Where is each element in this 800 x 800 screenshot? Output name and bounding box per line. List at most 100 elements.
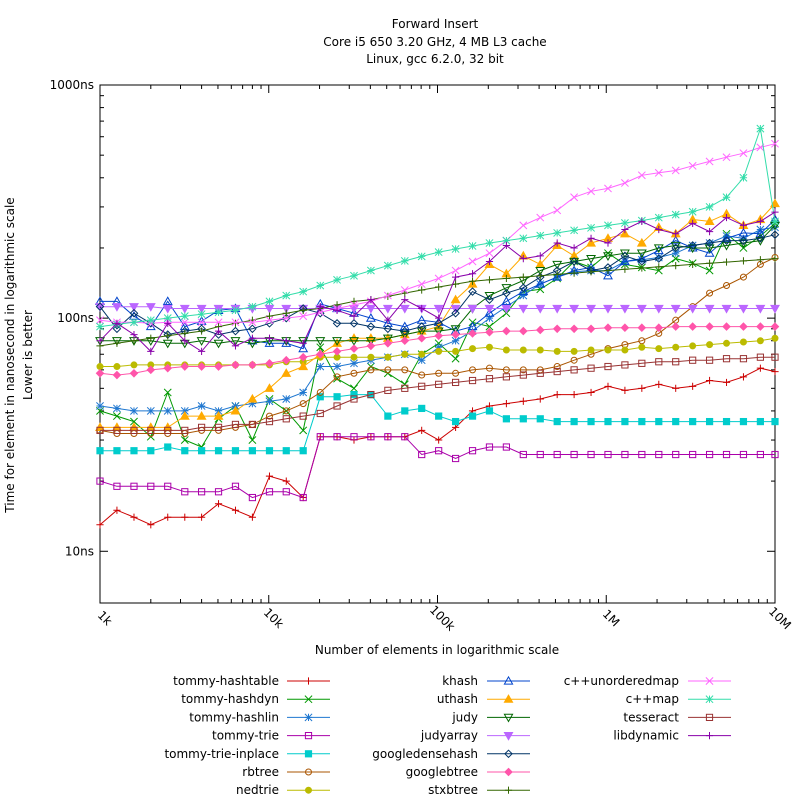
data-point — [502, 241, 510, 250]
data-point — [367, 353, 375, 361]
data-point — [519, 273, 527, 281]
data-point — [282, 477, 290, 485]
data-point — [468, 287, 477, 296]
data-point — [316, 303, 324, 311]
data-point — [367, 433, 375, 441]
data-point — [112, 404, 121, 413]
data-point — [604, 450, 612, 459]
legend-item: c++map — [626, 692, 731, 706]
data-point — [501, 296, 512, 305]
data-point — [604, 362, 612, 371]
data-point — [553, 228, 562, 237]
data-point — [450, 325, 461, 334]
legend-item: tommy-hashtable — [173, 674, 330, 688]
data-point — [365, 304, 376, 314]
data-point — [265, 359, 274, 368]
data-point — [722, 232, 731, 240]
data-point — [264, 304, 275, 314]
data-point — [468, 277, 477, 285]
data-point — [299, 306, 307, 314]
data-point — [771, 353, 779, 361]
data-point — [770, 322, 780, 331]
data-point — [197, 310, 206, 319]
data-point — [654, 266, 663, 275]
data-point — [705, 228, 714, 236]
data-point — [738, 304, 749, 314]
data-point — [248, 399, 257, 408]
data-point — [689, 219, 697, 227]
data-point — [231, 447, 240, 455]
data-point — [756, 417, 764, 426]
data-point — [604, 266, 612, 275]
data-point — [621, 225, 629, 234]
series-googlebtree — [95, 322, 780, 380]
data-point — [536, 369, 544, 377]
y-tick-label: 100ns — [57, 311, 94, 325]
data-point — [468, 329, 477, 338]
data-point — [113, 506, 121, 514]
data-point — [96, 426, 104, 434]
data-point — [739, 257, 748, 265]
data-point — [654, 213, 663, 222]
data-point — [672, 358, 680, 366]
data-point — [367, 296, 375, 304]
data-point — [417, 280, 426, 289]
data-point — [553, 450, 561, 459]
data-point — [638, 337, 646, 345]
data-point — [519, 346, 527, 354]
data-point — [739, 221, 748, 229]
data-point — [502, 274, 510, 283]
data-point — [468, 412, 477, 420]
data-point — [705, 356, 714, 364]
data-point — [689, 450, 697, 459]
legend-label: libdynamic — [613, 729, 679, 743]
data-point — [620, 219, 629, 227]
data-point — [196, 410, 207, 420]
data-point — [434, 343, 443, 352]
data-point — [231, 360, 240, 370]
legend-label: c++unorderedmap — [564, 674, 679, 688]
series-line — [99, 257, 776, 434]
data-point — [689, 382, 697, 390]
data-point — [756, 450, 764, 459]
data-point — [281, 368, 292, 377]
data-point — [333, 362, 342, 371]
data-point — [265, 312, 274, 320]
data-point — [333, 306, 341, 314]
data-point — [130, 426, 138, 434]
data-point — [316, 362, 325, 371]
data-point — [384, 353, 392, 361]
data-point — [501, 304, 512, 314]
data-point — [384, 433, 392, 441]
data-point — [619, 304, 630, 314]
data-point — [248, 324, 257, 334]
data-point — [230, 405, 241, 415]
data-point — [586, 304, 597, 314]
data-point — [654, 254, 664, 263]
data-point — [705, 450, 714, 459]
data-point — [350, 359, 358, 368]
data-point — [214, 500, 223, 508]
data-point — [535, 266, 546, 276]
data-point — [248, 436, 257, 444]
data-point — [401, 296, 409, 304]
data-point — [553, 363, 561, 371]
data-point — [485, 443, 494, 451]
data-point — [653, 304, 664, 314]
data-point — [433, 304, 444, 314]
data-point — [519, 326, 528, 336]
series-line — [99, 234, 776, 336]
data-point — [333, 393, 341, 401]
data-point — [332, 338, 343, 347]
legend-item: libdynamic — [613, 729, 731, 743]
data-point — [771, 223, 779, 232]
data-point — [401, 433, 409, 441]
data-point — [162, 339, 173, 349]
data-point — [503, 713, 514, 723]
data-point — [637, 255, 646, 264]
x-tick-label: 1M — [600, 607, 623, 630]
data-point — [604, 239, 612, 247]
data-point — [282, 337, 290, 345]
data-point — [637, 171, 646, 180]
data-point — [739, 234, 748, 243]
